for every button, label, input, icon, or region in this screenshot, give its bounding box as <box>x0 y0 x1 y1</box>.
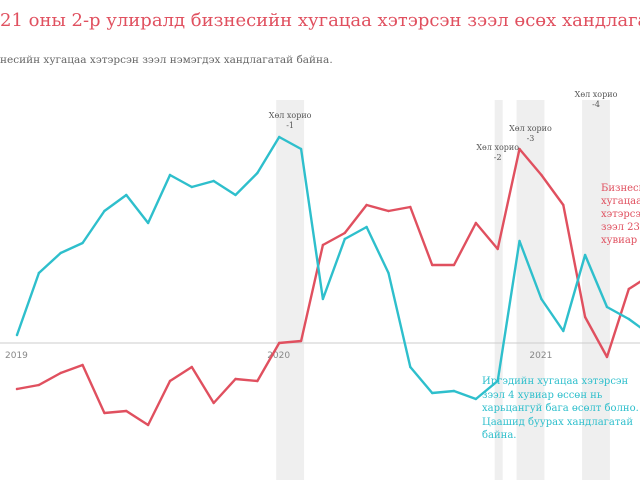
x-tick-label: 2021 <box>529 351 552 361</box>
business-point <box>278 341 281 345</box>
business-point <box>15 387 19 391</box>
business-point <box>540 173 543 177</box>
consumer-annotation: Иргэдийн хугацаа хэтэрсэн зээл 4 хувиар … <box>482 376 639 441</box>
lockdown-label: Хөл хорио -3 <box>509 124 552 143</box>
business-point <box>430 263 434 267</box>
business-point <box>518 147 521 151</box>
consumer-point <box>583 253 587 257</box>
consumer-point <box>365 225 368 229</box>
business-point <box>299 339 303 343</box>
consumer-point <box>103 209 106 213</box>
consumer-point <box>37 271 41 275</box>
business-point <box>562 203 565 207</box>
consumer-point <box>518 239 521 243</box>
chart-subtitle: несийн хугацаа хэтэрсэн зээл нэмэгдэх ха… <box>0 54 333 66</box>
business-point <box>234 377 237 381</box>
consumer-point <box>409 365 412 369</box>
business-point <box>256 379 259 383</box>
x-axis: 2019 2020 2021 <box>0 342 640 361</box>
consumer-point <box>562 329 565 333</box>
x-tick-label: 2019 <box>5 351 28 361</box>
consumer-point <box>212 179 215 183</box>
business-point <box>190 365 193 369</box>
lockdown-label: Хөл хорио -4 <box>575 90 618 109</box>
business-point <box>212 401 215 405</box>
lockdown-band <box>494 100 503 480</box>
consumer-point <box>234 193 237 197</box>
consumer-point <box>299 147 303 151</box>
consumer-point <box>474 397 478 401</box>
lockdown-band <box>582 100 610 480</box>
lockdown-bands <box>276 100 610 480</box>
business-point <box>168 379 172 383</box>
chart-title: 21 оны 2-р улиралд бизнесийн хугацаа хэт… <box>0 10 640 31</box>
consumer-point <box>496 379 499 383</box>
consumer-point <box>15 333 19 337</box>
consumer-point <box>190 185 193 189</box>
business-point <box>627 287 630 291</box>
consumer-point <box>452 389 456 393</box>
business-point <box>59 371 62 375</box>
consumer-point <box>278 135 281 139</box>
consumer-point <box>168 173 172 177</box>
consumer-point <box>343 237 346 241</box>
series-lines <box>15 135 640 427</box>
consumer-point <box>256 171 259 175</box>
consumer-point <box>321 297 325 301</box>
consumer-point <box>125 193 128 197</box>
consumer-point <box>627 317 630 321</box>
business-point <box>81 363 84 367</box>
consumer-point <box>540 297 543 301</box>
business-point <box>387 209 390 213</box>
business-point <box>452 263 456 267</box>
business-point <box>409 205 412 209</box>
consumer-point <box>81 241 84 245</box>
consumer-point <box>59 251 62 255</box>
business-point <box>37 383 41 387</box>
business-point <box>125 409 128 413</box>
consumer-point <box>387 271 390 275</box>
business-point <box>365 203 368 207</box>
business-point <box>343 231 346 235</box>
business-point <box>605 355 609 359</box>
business-point <box>321 243 325 247</box>
business-point <box>583 315 587 319</box>
business-point <box>474 221 478 225</box>
business-point <box>496 247 499 251</box>
consumer-point <box>605 305 609 309</box>
business-annotation: Бизнесийн хугацаа хэтэрсэн зээл 23 хувиа… <box>601 183 640 246</box>
lockdown-band <box>276 100 305 480</box>
consumer-point <box>430 391 434 395</box>
lockdown-label: Хөл хорио -2 <box>476 143 519 162</box>
business-point <box>146 423 150 427</box>
consumer-point <box>146 221 150 225</box>
lockdown-label: Хөл хорио -1 <box>269 111 312 130</box>
x-tick-label: 2020 <box>267 351 290 361</box>
business-point <box>103 411 106 415</box>
